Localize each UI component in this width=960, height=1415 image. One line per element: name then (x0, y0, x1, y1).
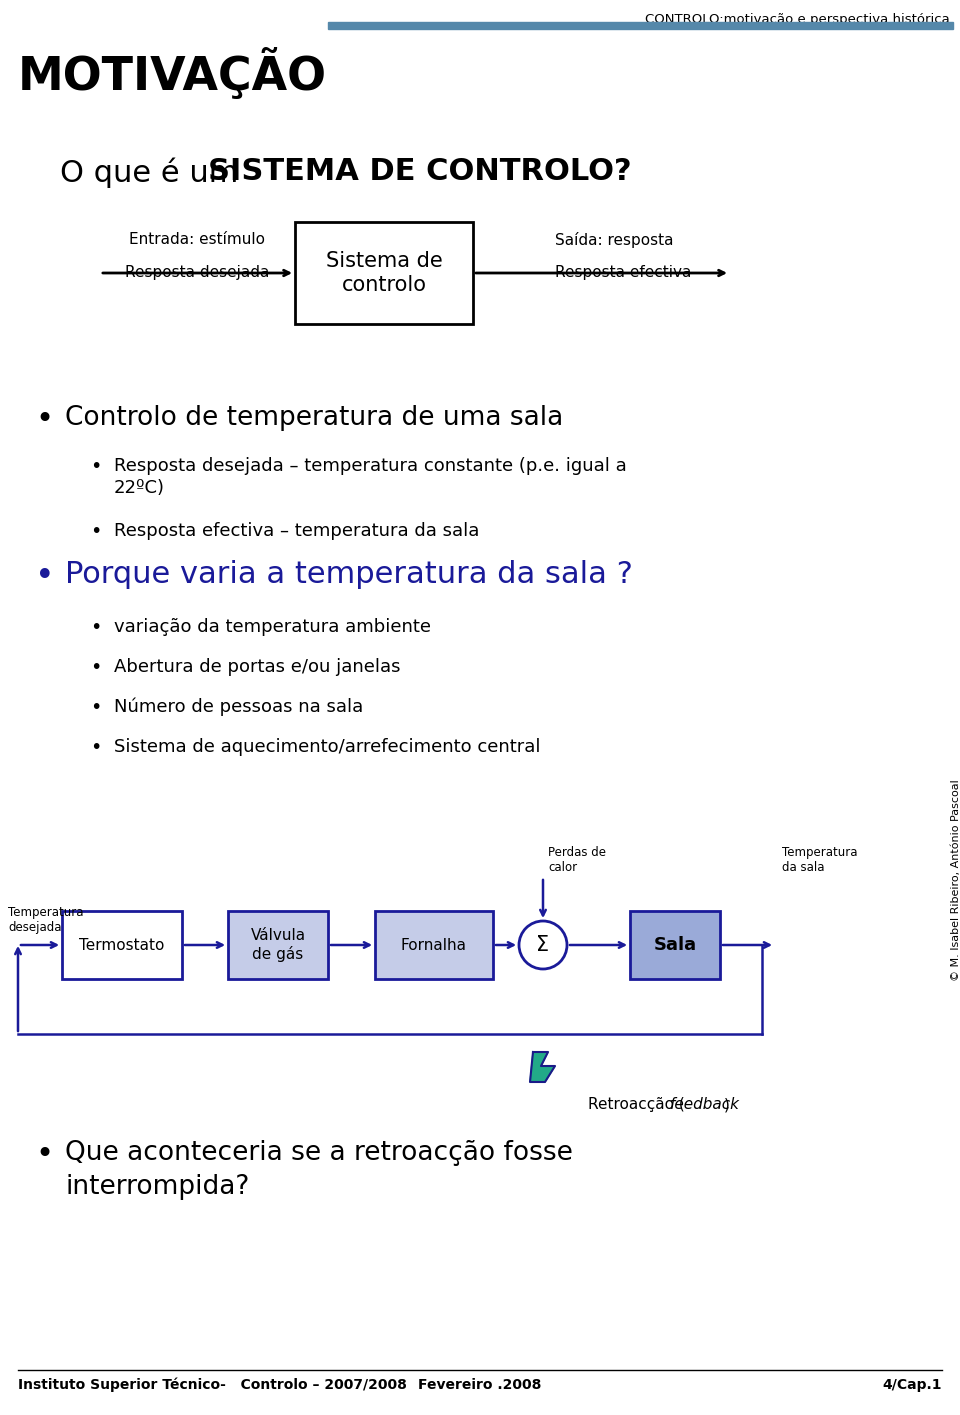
Bar (62, 911, 182, 979)
Text: Perdas de
calor: Perdas de calor (548, 846, 606, 874)
Text: Sistema de
controlo: Sistema de controlo (325, 252, 443, 294)
Text: •: • (90, 698, 102, 717)
Text: O que é um SISTEMA DE CONTROLO?: O que é um SISTEMA DE CONTROLO? (60, 157, 631, 188)
Text: •: • (90, 522, 102, 541)
Polygon shape (530, 1051, 555, 1082)
Bar (328, 23, 953, 28)
Text: Abertura de portas e/ou janelas: Abertura de portas e/ou janelas (114, 658, 400, 676)
Text: Resposta desejada: Resposta desejada (125, 265, 269, 280)
Text: •: • (90, 739, 102, 757)
Bar (375, 911, 493, 979)
Text: Sistema de aquecimento/arrefecimento central: Sistema de aquecimento/arrefecimento cen… (114, 739, 540, 756)
Text: 4/Cap.1: 4/Cap.1 (882, 1378, 942, 1392)
Text: Fevereiro .2008: Fevereiro .2008 (419, 1378, 541, 1392)
Bar (295, 222, 473, 324)
Text: •: • (90, 457, 102, 475)
Text: Porque varia a temperatura da sala ?: Porque varia a temperatura da sala ? (65, 560, 633, 589)
Text: ): ) (724, 1097, 730, 1112)
Text: Fornalha: Fornalha (401, 938, 467, 952)
Text: MOTIVAÇÃO: MOTIVAÇÃO (18, 48, 327, 100)
Text: Temperatura
da sala: Temperatura da sala (782, 846, 857, 874)
Text: Sala: Sala (654, 935, 697, 954)
Bar (228, 911, 328, 979)
Text: Controlo de temperatura de uma sala: Controlo de temperatura de uma sala (65, 405, 564, 432)
Text: •: • (35, 1140, 53, 1169)
Text: Retroacção (: Retroacção ( (588, 1097, 684, 1112)
Text: Temperatura
desejada: Temperatura desejada (8, 906, 84, 934)
Text: Número de pessoas na sala: Número de pessoas na sala (114, 698, 363, 716)
Text: •: • (90, 618, 102, 637)
Text: Resposta efectiva: Resposta efectiva (555, 265, 691, 280)
Text: feedback: feedback (670, 1097, 740, 1112)
Text: Resposta desejada – temperatura constante (p.e. igual a
22ºC): Resposta desejada – temperatura constant… (114, 457, 627, 497)
Text: Saída: resposta: Saída: resposta (555, 232, 674, 248)
Text: Σ: Σ (537, 935, 549, 955)
Bar (630, 911, 720, 979)
Text: CONTROLO:motivação e perspectiva histórica: CONTROLO:motivação e perspectiva históri… (645, 13, 950, 25)
Text: Válvula
de gás: Válvula de gás (251, 928, 305, 962)
Text: Que aconteceria se a retroacção fosse
interrompida?: Que aconteceria se a retroacção fosse in… (65, 1140, 573, 1200)
Text: Termostato: Termostato (80, 938, 165, 952)
Text: •: • (35, 560, 55, 593)
Text: O que é um: O que é um (60, 157, 248, 188)
Text: •: • (35, 405, 53, 434)
Text: SISTEMA DE CONTROLO?: SISTEMA DE CONTROLO? (208, 157, 632, 185)
Text: •: • (90, 658, 102, 676)
Text: Resposta efectiva – temperatura da sala: Resposta efectiva – temperatura da sala (114, 522, 479, 541)
Text: Entrada: estímulo: Entrada: estímulo (129, 232, 265, 248)
Text: © M. Isabel Ribeiro, António Pascoal: © M. Isabel Ribeiro, António Pascoal (951, 780, 960, 981)
Text: variação da temperatura ambiente: variação da temperatura ambiente (114, 618, 431, 635)
Text: Instituto Superior Técnico-   Controlo – 2007/2008: Instituto Superior Técnico- Controlo – 2… (18, 1378, 407, 1392)
